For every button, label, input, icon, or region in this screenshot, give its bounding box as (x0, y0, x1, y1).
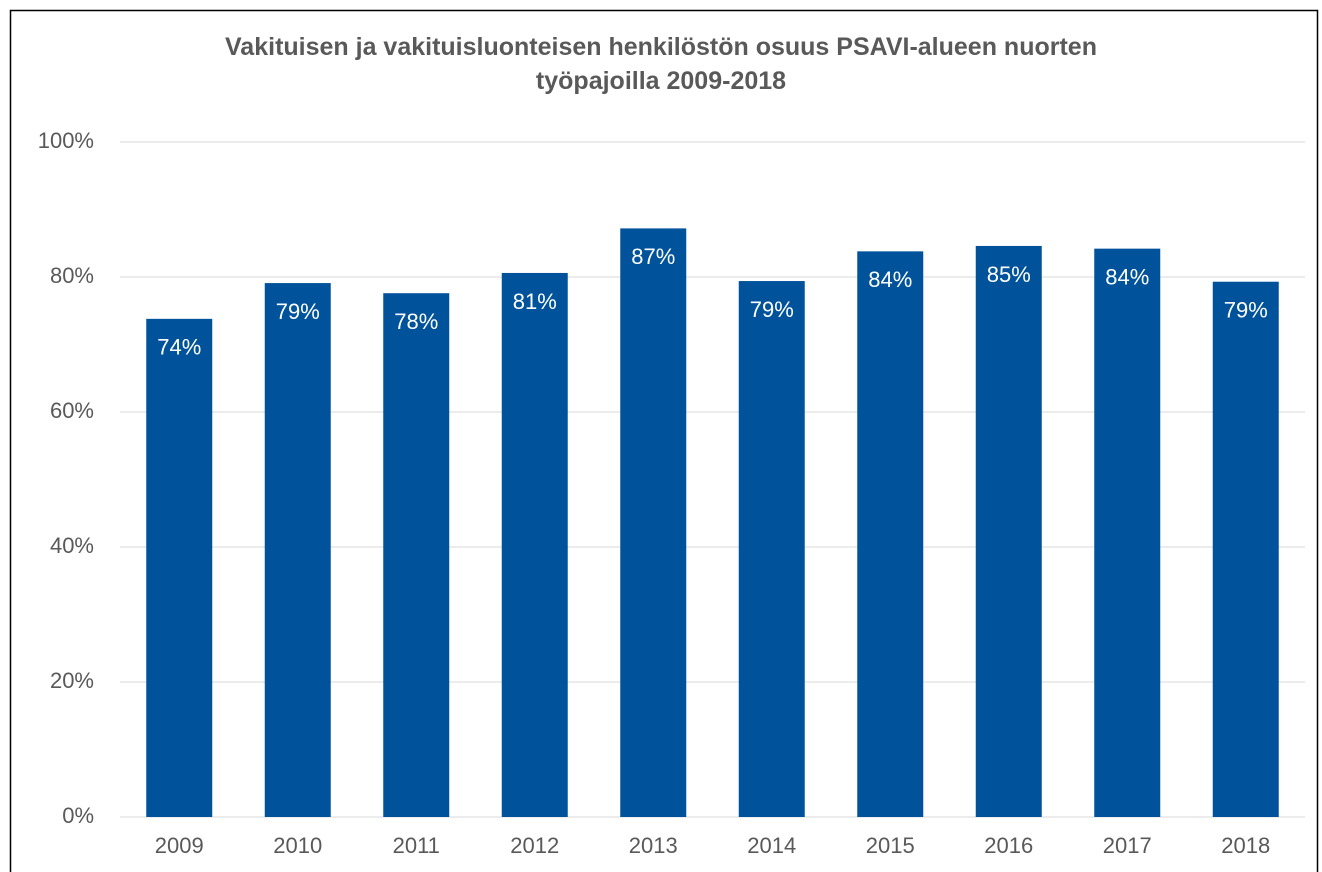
x-tick-label: 2009 (155, 833, 204, 858)
x-tick-label: 2010 (273, 833, 322, 858)
y-tick-label: 100% (38, 128, 94, 153)
data-label: 79% (750, 297, 794, 322)
bar (501, 272, 568, 817)
bar (383, 293, 450, 817)
y-tick-label: 20% (50, 668, 94, 693)
x-tick-label: 2011 (393, 833, 440, 858)
data-label: 87% (631, 244, 675, 269)
data-label: 85% (987, 262, 1031, 287)
bar (975, 245, 1042, 817)
y-tick-label: 60% (50, 398, 94, 423)
x-tick-label: 2017 (1103, 833, 1152, 858)
data-label: 79% (1224, 298, 1268, 323)
bar (146, 318, 213, 817)
data-label: 81% (513, 289, 557, 314)
data-label: 79% (276, 299, 320, 324)
x-tick-label: 2018 (1221, 833, 1270, 858)
bar (264, 283, 331, 817)
bar (620, 228, 687, 817)
y-tick-label: 80% (50, 263, 94, 288)
x-tick-label: 2012 (510, 833, 559, 858)
x-tick-label: 2015 (866, 833, 915, 858)
y-tick-label: 40% (50, 533, 94, 558)
data-label: 84% (1105, 264, 1149, 289)
bar (1094, 248, 1161, 817)
bar (738, 281, 805, 817)
x-tick-label: 2016 (984, 833, 1033, 858)
x-tick-label: 2014 (747, 833, 796, 858)
chart-border (9, 9, 1319, 872)
x-tick-label: 2013 (629, 833, 678, 858)
data-label: 78% (394, 309, 438, 334)
bar (1212, 281, 1279, 818)
y-tick-label: 0% (62, 803, 94, 828)
data-label: 84% (868, 267, 912, 292)
bar (857, 251, 924, 818)
chart-title: Vakituisen ja vakituisluonteisen henkilö… (225, 33, 1097, 95)
data-label: 74% (157, 335, 201, 360)
